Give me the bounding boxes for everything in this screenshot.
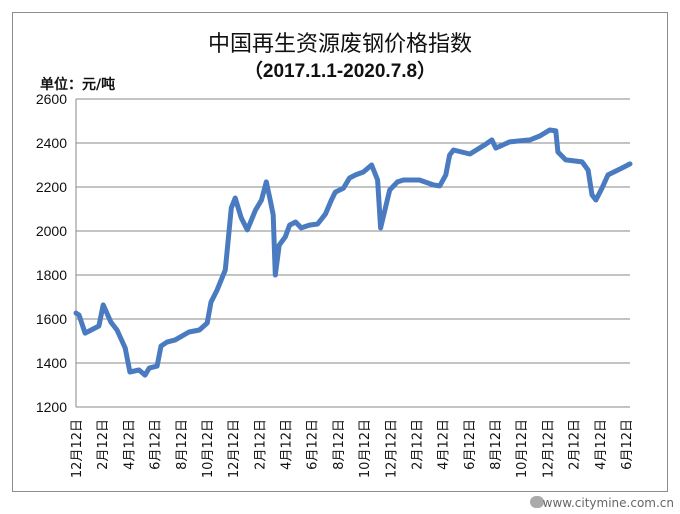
x-tick-label: 10月12日 xyxy=(358,419,373,478)
x-tick-label: 4月12日 xyxy=(280,419,295,470)
x-tick-label: 12月12日 xyxy=(541,419,556,478)
chart-subtitle: （2017.1.1-2020.7.8） xyxy=(243,61,437,82)
x-tick-label: 6月12日 xyxy=(149,419,164,470)
x-tick-label: 2月12日 xyxy=(253,419,268,470)
x-tick-label: 4月12日 xyxy=(122,419,137,470)
y-tick-label: 1400 xyxy=(36,355,67,371)
chart-title: 中国再生资源废钢价格指数 xyxy=(207,32,472,57)
citymine-logo-icon xyxy=(530,496,544,508)
x-tick-label: 2月12日 xyxy=(568,419,583,470)
x-tick-label: 4月12日 xyxy=(437,419,452,470)
chart-frame xyxy=(12,12,668,492)
x-tick-label: 8月12日 xyxy=(489,419,504,470)
y-axis-unit-label: 单位：元/吨 xyxy=(40,77,116,93)
x-tick-label: 2月12日 xyxy=(410,419,425,470)
y-tick-label: 2400 xyxy=(36,135,67,151)
x-tick-label: 10月12日 xyxy=(515,419,530,478)
x-tick-label: 4月12日 xyxy=(594,419,609,470)
x-tick-label: 6月12日 xyxy=(620,419,635,470)
y-tick-label: 1600 xyxy=(36,311,67,327)
y-tick-label: 2000 xyxy=(36,223,67,239)
x-tick-label: 6月12日 xyxy=(463,419,478,470)
price-index-line xyxy=(73,127,633,378)
x-tick-label: 10月12日 xyxy=(201,419,216,478)
x-tick-label: 8月12日 xyxy=(175,419,190,470)
y-tick-label: 2200 xyxy=(36,179,67,195)
y-tick-label: 1200 xyxy=(36,399,67,415)
x-tick-label: 12月12日 xyxy=(227,419,242,478)
y-tick-label: 2600 xyxy=(36,91,67,107)
watermark: www.citymine.com.cn xyxy=(542,496,674,510)
x-tick-label: 8月12日 xyxy=(332,419,347,470)
x-tick-label: 12月12日 xyxy=(70,419,85,478)
x-tick-label: 6月12日 xyxy=(306,419,321,470)
y-tick-label: 1800 xyxy=(36,267,67,283)
x-tick-label: 12月12日 xyxy=(384,419,399,478)
x-tick-label: 2月12日 xyxy=(96,419,111,470)
